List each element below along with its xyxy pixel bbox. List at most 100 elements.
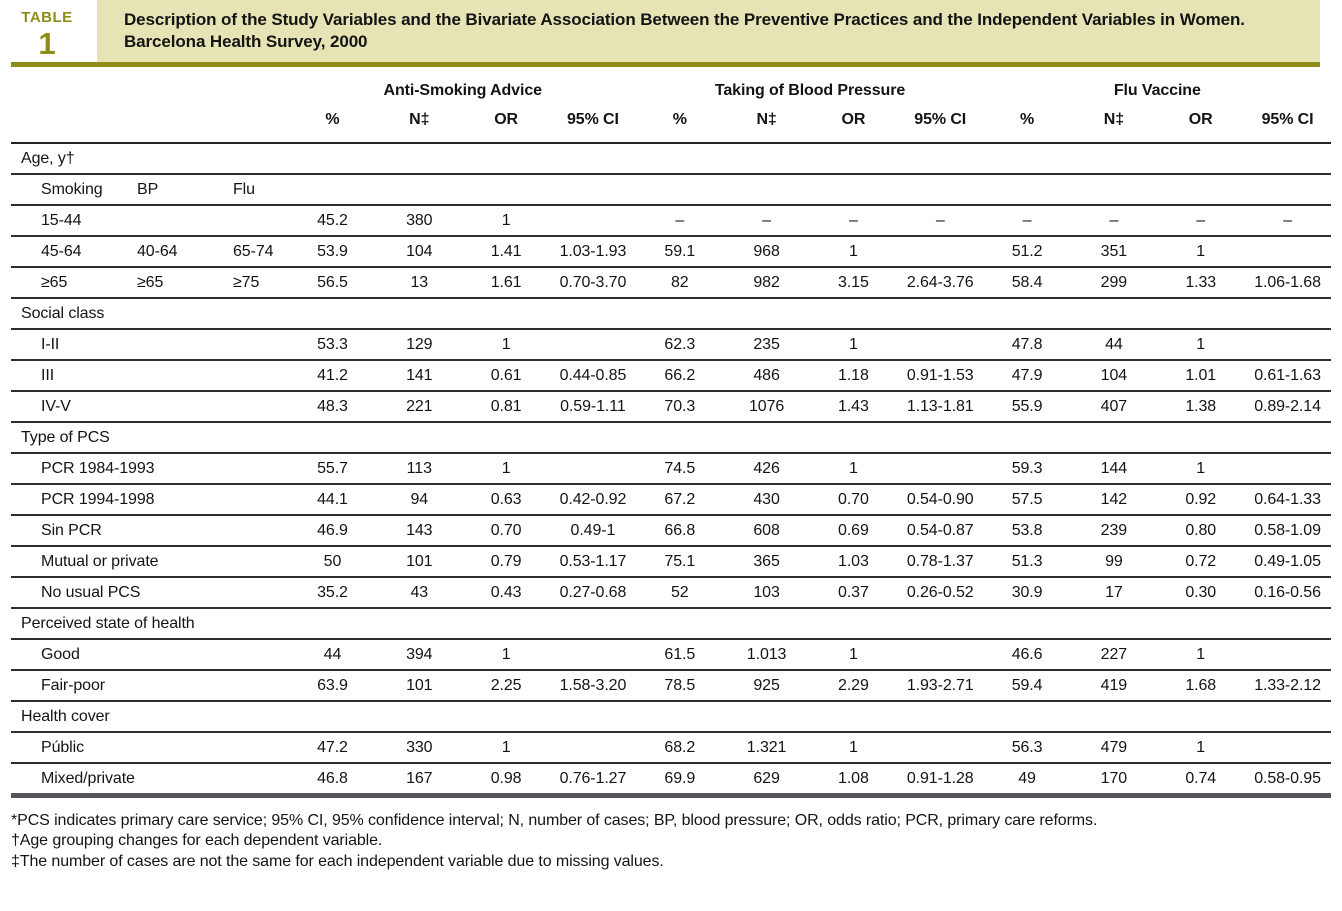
cell: 430 [723, 484, 810, 516]
cell: 17 [1070, 577, 1158, 609]
cell: 2.29 [809, 670, 897, 702]
section-label: Type of PCS [11, 422, 1331, 454]
cell [1157, 174, 1245, 206]
row-label: III [11, 360, 290, 392]
cell: 49 [983, 763, 1071, 798]
row-label: IV-V [11, 391, 290, 423]
row-label: Smoking BP Flu [11, 174, 290, 206]
row-label: Mixed/private [11, 763, 290, 798]
cell: 0.64-1.33 [1244, 484, 1331, 516]
column-header: 95% CI [1244, 102, 1331, 144]
cell: 59.3 [983, 453, 1071, 485]
cell: 66.8 [636, 515, 724, 547]
cell: 143 [375, 515, 463, 547]
cell: 221 [375, 391, 463, 423]
table-row: Mixed/private 46.8 167 0.98 0.76-1.27 69.9 629… [11, 763, 1331, 798]
cell: 0.69 [809, 515, 897, 547]
age-sub-label: Flu [233, 180, 255, 198]
table-row: PCR 1984-1993 55.7 113 1 74.5 426 1 59.3 144 1 [11, 453, 1331, 485]
cell [723, 174, 810, 206]
cell: 45.2 [289, 205, 376, 237]
cell: 63.9 [289, 670, 376, 702]
column-header: N‡ [1070, 102, 1158, 144]
cell: 1 [462, 205, 550, 237]
table-row: ≥65 ≥65 ≥75 56.5 13 1.61 0.70-3.70 82 982 3.15 2.6… [11, 267, 1331, 299]
cell: 1 [462, 329, 550, 361]
cell: 0.53-1.17 [549, 546, 637, 578]
cell: 235 [723, 329, 810, 361]
table-row: Perceived state of health [11, 608, 1331, 640]
footnotes: *PCS indicates primary care service; 95%… [11, 811, 1342, 872]
cell: 0.61-1.63 [1244, 360, 1331, 392]
cell: 0.54-0.87 [896, 515, 984, 547]
cell: 2.64-3.76 [896, 267, 984, 299]
cell: – [983, 205, 1071, 237]
footnote-abbreviations: *PCS indicates primary care service; 95%… [11, 812, 1098, 829]
cell: – [1157, 205, 1245, 237]
cell: 0.30 [1157, 577, 1245, 609]
cell: 1.68 [1157, 670, 1245, 702]
cell: 113 [375, 453, 463, 485]
cell: 56.5 [289, 267, 376, 299]
cell: 66.2 [636, 360, 724, 392]
cell: 99 [1070, 546, 1158, 578]
column-header: N‡ [375, 102, 463, 144]
cell: 1 [809, 639, 897, 671]
cell: 0.37 [809, 577, 897, 609]
cell: 0.98 [462, 763, 550, 798]
cell: 1.03-1.93 [549, 236, 637, 268]
table-number: 1 [38, 26, 56, 61]
group-header-anti-smoking: Anti-Smoking Advice [383, 82, 543, 99]
cell: 0.49-1 [549, 515, 637, 547]
cell [549, 205, 637, 237]
cell: 1 [1157, 329, 1245, 361]
column-header-row: % N‡ OR 95% CI % N‡ OR 95% CI % N‡ OR 95… [11, 102, 1331, 144]
table-row: Good 44 394 1 61.5 1.013 1 46.6 227 1 [11, 639, 1331, 671]
table-kicker: TABLE [21, 9, 73, 26]
column-header: N‡ [723, 102, 810, 144]
cell: 0.92 [1157, 484, 1245, 516]
corner-cell [11, 67, 289, 102]
cell: – [896, 205, 984, 237]
cell: 330 [375, 732, 463, 764]
cell: 0.58-1.09 [1244, 515, 1331, 547]
cell: 44 [289, 639, 376, 671]
table-row: IV-V 48.3 221 0.81 0.59-1.11 70.3 1076 1.43 1.13… [11, 391, 1331, 423]
cell: 365 [723, 546, 810, 578]
row-label: Good [11, 639, 290, 671]
cell: 59.4 [983, 670, 1071, 702]
cell: 1 [1157, 453, 1245, 485]
column-header: OR [462, 102, 550, 144]
table-row: Smoking BP Flu [11, 174, 1331, 206]
cell: 74.5 [636, 453, 724, 485]
cell: 101 [375, 670, 463, 702]
cell: 0.63 [462, 484, 550, 516]
cell: – [636, 205, 724, 237]
cell: 50 [289, 546, 376, 578]
cell: 0.58-0.95 [1244, 763, 1331, 798]
cell: 1.18 [809, 360, 897, 392]
cell: 62.3 [636, 329, 724, 361]
cell: 68.2 [636, 732, 724, 764]
table-number-block: TABLE 1 [11, 0, 83, 62]
cell: 0.54-0.90 [896, 484, 984, 516]
cell: – [1244, 205, 1331, 237]
table-row: I-II 53.3 129 1 62.3 235 1 47.8 44 1 [11, 329, 1331, 361]
cell: 1.33-2.12 [1244, 670, 1331, 702]
cell [896, 639, 984, 671]
cell [896, 732, 984, 764]
cell: 419 [1070, 670, 1158, 702]
cell: 51.2 [983, 236, 1071, 268]
cell: 0.59-1.11 [549, 391, 637, 423]
age-sub-label: 40-64 [137, 242, 178, 260]
table-row: Públic 47.2 330 1 68.2 1.321 1 56.3 479 1 [11, 732, 1331, 764]
footnote-missing-values: ‡The number of cases are not the same fo… [11, 852, 664, 870]
cell: 1.013 [723, 639, 810, 671]
cell: 0.61 [462, 360, 550, 392]
cell: – [1070, 205, 1158, 237]
table-body: Age, y† Smoking BP Flu 15-44 45.2 380 1– – – – – – – –… [11, 143, 1331, 798]
cell [636, 174, 724, 206]
table-row: Health cover [11, 701, 1331, 733]
group-header-flu-vaccine: Flu Vaccine [1113, 82, 1201, 99]
age-sub-label: ≥65 [41, 273, 68, 291]
